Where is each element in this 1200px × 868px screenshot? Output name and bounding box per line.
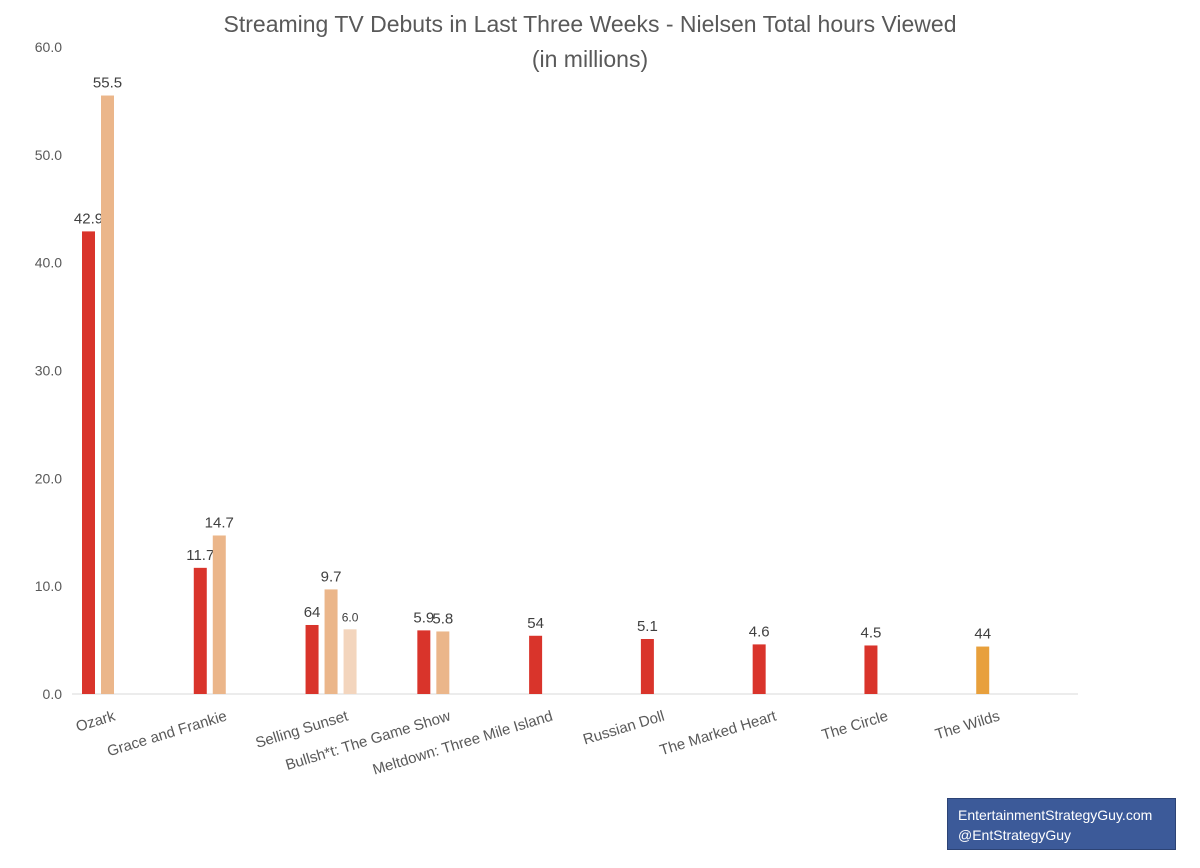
credit-handle: @EntStrategyGuy (958, 827, 1072, 843)
data-label: 42.9 (74, 210, 103, 227)
bar (529, 635, 543, 694)
bar (436, 631, 450, 694)
y-tick-label: 50.0 (35, 147, 62, 163)
y-tick-label: 0.0 (43, 686, 63, 702)
bar (976, 646, 990, 694)
y-tick-label: 60.0 (35, 39, 62, 55)
category-label: Ozark (74, 707, 118, 735)
data-label: 5.8 (432, 610, 453, 627)
data-label: 55.5 (93, 75, 122, 92)
y-tick-label: 30.0 (35, 363, 62, 379)
bar (343, 629, 357, 694)
data-label: 64 (304, 604, 321, 621)
bar (101, 95, 114, 694)
bar (212, 535, 226, 694)
chart-title: Streaming TV Debuts in Last Three Weeks … (224, 11, 957, 37)
data-label: 14.7 (205, 514, 234, 531)
bar (864, 645, 878, 694)
category-label: Bullsh*t: The Game Show (284, 708, 453, 774)
category-label: Grace and Frankie (105, 708, 229, 761)
bar (324, 589, 338, 694)
data-label: 11.7 (186, 547, 214, 564)
credit-box: EntertainmentStrategyGuy.com @EntStrateg… (947, 798, 1176, 850)
bars-group: 42.9 55.5 11.7 14.7 64 9.7 6.0 5.95.8 54 5.1 4.6 4.… (74, 75, 991, 694)
category-label: Russian Doll (581, 708, 666, 749)
bar (193, 567, 207, 694)
bar (752, 644, 766, 694)
chart-subtitle: (in millions) (532, 46, 648, 72)
y-tick-label: 20.0 (35, 470, 62, 486)
category-label: The Wilds (933, 708, 1002, 744)
y-tick-label: 10.0 (35, 578, 62, 594)
data-label: 54 (527, 615, 544, 632)
data-label: 4.6 (749, 623, 770, 640)
category-label: The Marked Heart (658, 707, 779, 759)
bar (305, 624, 319, 694)
data-label: 9.7 (321, 568, 342, 585)
category-label: Meltdown: Three Mile Island (371, 708, 555, 779)
bar (417, 630, 431, 694)
y-axis: 0.0 10.0 20.0 30.0 40.0 50.0 60.0 (35, 39, 62, 702)
data-label: 5.1 (637, 618, 658, 635)
bar (640, 639, 654, 694)
data-label: 44 (974, 626, 991, 643)
data-label: 5.9 (413, 609, 434, 626)
bar (82, 231, 95, 694)
data-label: 4.5 (861, 624, 882, 641)
category-label: The Circle (820, 708, 890, 744)
credit-website: EntertainmentStrategyGuy.com (958, 807, 1153, 823)
y-tick-label: 40.0 (35, 255, 62, 271)
data-label: 6.0 (342, 610, 359, 624)
